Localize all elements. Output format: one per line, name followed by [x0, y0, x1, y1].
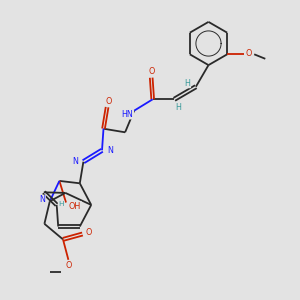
Text: H: H — [58, 201, 64, 207]
Text: N: N — [107, 146, 113, 155]
Text: H: H — [184, 79, 190, 88]
Text: N: N — [39, 195, 45, 204]
Text: OH: OH — [69, 202, 81, 211]
Text: O: O — [65, 261, 72, 270]
Text: O: O — [148, 67, 154, 76]
Text: O: O — [245, 49, 251, 58]
Text: O: O — [85, 228, 92, 237]
Text: N: N — [72, 157, 78, 166]
Text: H: H — [175, 103, 181, 112]
Text: O: O — [105, 97, 112, 106]
Text: HN: HN — [122, 110, 134, 119]
